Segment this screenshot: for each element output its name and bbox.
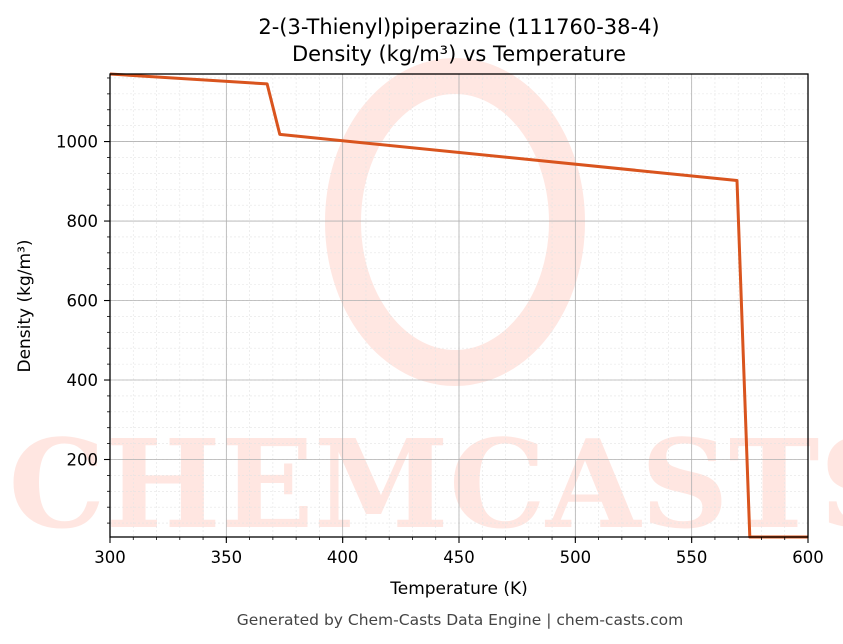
- watermark-logo-ring: [325, 58, 585, 386]
- y-tick-label: 800: [67, 212, 99, 231]
- y-tick-label: 200: [67, 451, 99, 470]
- footer-credit: Generated by Chem-Casts Data Engine | ch…: [237, 611, 683, 629]
- x-tick-label: 550: [676, 548, 708, 567]
- x-tick-label: 300: [94, 548, 126, 567]
- y-axis-label: Density (kg/m³): [15, 239, 35, 372]
- y-tick-label: 400: [67, 371, 99, 390]
- x-tick-label: 500: [560, 548, 592, 567]
- x-tick-label: 350: [211, 548, 243, 567]
- watermark-text: CHEMCASTS: [8, 412, 843, 556]
- watermark: CHEMCASTS: [8, 58, 843, 556]
- y-tick-label: 1000: [56, 133, 98, 152]
- x-tick-label: 600: [792, 548, 824, 567]
- x-tick-label: 450: [443, 548, 475, 567]
- axis-ticks: 300 350 400 450 500 550 600 200 400 600 800 1000: [56, 77, 824, 567]
- y-tick-label: 600: [67, 292, 99, 311]
- x-axis-label: Temperature (K): [389, 579, 528, 599]
- chart-title-line2: Density (kg/m³) vs Temperature: [292, 42, 626, 66]
- chart-title-line1: 2-(3-Thienyl)piperazine (111760-38-4): [258, 15, 659, 39]
- x-tick-label: 400: [327, 548, 359, 567]
